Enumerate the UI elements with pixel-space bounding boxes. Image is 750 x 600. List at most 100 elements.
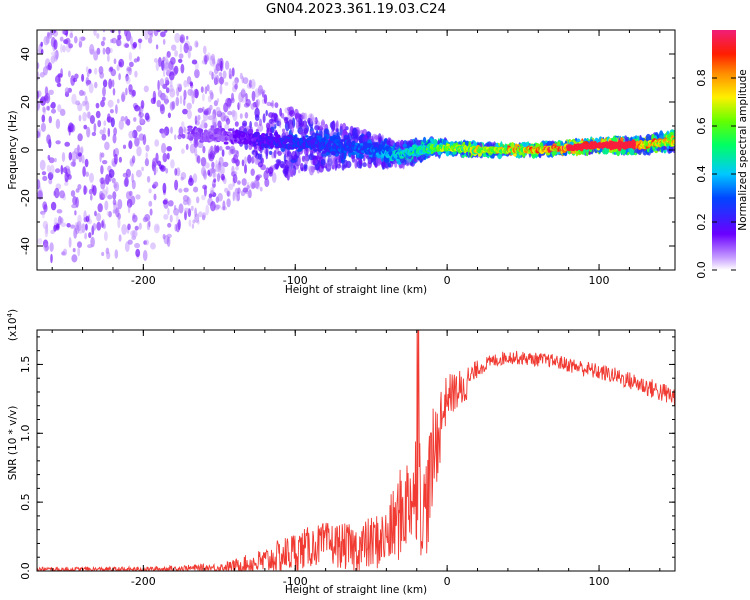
spectrogram-cell: [188, 219, 192, 227]
spectrogram-cell: [203, 45, 207, 55]
spectrogram-cell: [211, 161, 215, 169]
spectrogram-cell: [112, 88, 116, 96]
spectrogram-cell: [298, 169, 301, 174]
spectrogram-cell: [186, 35, 189, 40]
spectrogram-cell: [66, 30, 68, 31]
spectrogram-cell: [86, 71, 90, 78]
spectrogram-xtick-label: 0: [444, 274, 451, 287]
spectrogram-cell: [124, 23, 127, 29]
spectrogram-cell: [166, 236, 171, 247]
spectrogram-cell: [140, 8, 143, 17]
spectrogram-cell: [82, 100, 86, 107]
spectrogram-cell: [74, 210, 77, 216]
spectrogram-cell: [125, 30, 132, 42]
spectrogram-cell: [167, 222, 172, 228]
spectrogram-cell: [112, 209, 116, 214]
spectrogram-cell: [165, 54, 169, 65]
spectrogram-cell: [130, 195, 136, 206]
spectrogram-cell: [72, 77, 78, 83]
spectrogram-cell: [350, 154, 355, 160]
spectrogram-cell: [173, 208, 180, 216]
spectrogram-cell: [37, 91, 40, 100]
spectrogram-cell: [313, 148, 318, 152]
spectrogram-cell: [54, 157, 57, 163]
spectrogram-cell: [262, 113, 266, 124]
spectrogram-cell: [176, 83, 182, 88]
spectrogram-cell: [140, 118, 144, 124]
spectrogram-cell: [85, 171, 89, 177]
spectrogram-cell: [109, 30, 112, 31]
spectrogram-cell: [216, 145, 220, 153]
spectrogram-cell: [241, 87, 246, 95]
spectrogram-cell: [125, 87, 128, 96]
spectrogram-cell: [102, 79, 108, 88]
spectrogram-cell: [372, 133, 378, 140]
colorbar: 0.0 0.2 0.4 0.6 0.8 Normalized spectral ampl…: [695, 30, 749, 279]
snr-ytick-label: 0.5: [19, 493, 32, 511]
spectrogram-cell: [197, 155, 201, 164]
spectrogram-cell: [99, 190, 104, 200]
spectrogram-cell: [89, 44, 95, 55]
spectrogram-cell: [282, 128, 286, 133]
spectrogram-cell: [295, 120, 300, 130]
spectrogram-cell: [207, 115, 213, 121]
spectrogram-cell: [186, 102, 192, 110]
spectrogram-cell: [118, 25, 122, 29]
spectrogram-cell: [286, 106, 291, 112]
spectrogram-cell: [62, 45, 66, 53]
spectrogram-cell: [78, 36, 83, 45]
spectrogram-cell: [383, 157, 390, 163]
spectrogram-cell: [220, 173, 225, 181]
spectrogram-cell: [134, 225, 139, 231]
spectrogram-cell: [152, 181, 159, 188]
spectrogram-cell: [312, 137, 317, 141]
spectrogram-cell: [181, 148, 185, 154]
spectrogram-cell: [108, 169, 115, 178]
spectrogram-cell: [264, 178, 270, 188]
spectrogram-cell: [201, 194, 206, 201]
spectrogram-cell: [143, 30, 149, 40]
spectrogram-cell: [174, 32, 181, 44]
spectrogram-cell: [257, 161, 263, 168]
spectrogram-cell: [169, 214, 173, 223]
spectrogram-cell: [242, 120, 248, 127]
spectrogram-cell: [165, 167, 168, 173]
spectrogram-cell: [193, 137, 199, 148]
spectrogram-cell: [42, 212, 45, 219]
spectrogram-cell: [162, 233, 166, 240]
spectrogram-cell: [74, 36, 78, 44]
spectrogram-cell: [131, 155, 136, 164]
spectrogram-cell: [77, 184, 82, 190]
spectrogram-cell: [66, 223, 71, 228]
spectrogram-cell: [50, 253, 53, 264]
spectrogram-cell: [157, 90, 163, 98]
spectrogram-cell: [351, 140, 356, 144]
spectrogram-cell: [377, 133, 382, 142]
spectrogram-cell: [205, 204, 209, 216]
spectrogram-cell: [48, 157, 55, 164]
spectrogram-cell: [43, 35, 49, 46]
spectrogram-cell: [387, 162, 392, 168]
spectrogram-cell: [61, 152, 66, 162]
spectrogram-cell: [108, 78, 113, 90]
spectrogram-cell: [173, 205, 177, 211]
spectrogram-ytick-label: -40: [19, 237, 32, 255]
spectrogram-cell: [71, 93, 77, 105]
spectrogram-cell: [208, 90, 213, 95]
spectrogram-cell: [65, 37, 71, 46]
spectrogram-cell: [56, 209, 63, 214]
spectrogram-cell: [115, 207, 120, 218]
spectrogram-cell: [150, 242, 156, 250]
spectrogram-cell: [223, 141, 229, 145]
spectrogram-cell: [223, 102, 229, 113]
spectrogram-cell: [198, 211, 203, 218]
spectrogram-cell: [52, 10, 56, 20]
spectrogram-cell: [274, 163, 280, 170]
spectrogram-cell: [224, 187, 229, 193]
spectrogram-cell: [152, 90, 157, 102]
spectrogram-cell: [220, 112, 226, 122]
spectrogram-cell: [121, 91, 126, 102]
spectrogram-cell: [125, 76, 131, 85]
spectrogram-cell: [83, 124, 88, 130]
spectrogram-cell: [91, 131, 97, 137]
